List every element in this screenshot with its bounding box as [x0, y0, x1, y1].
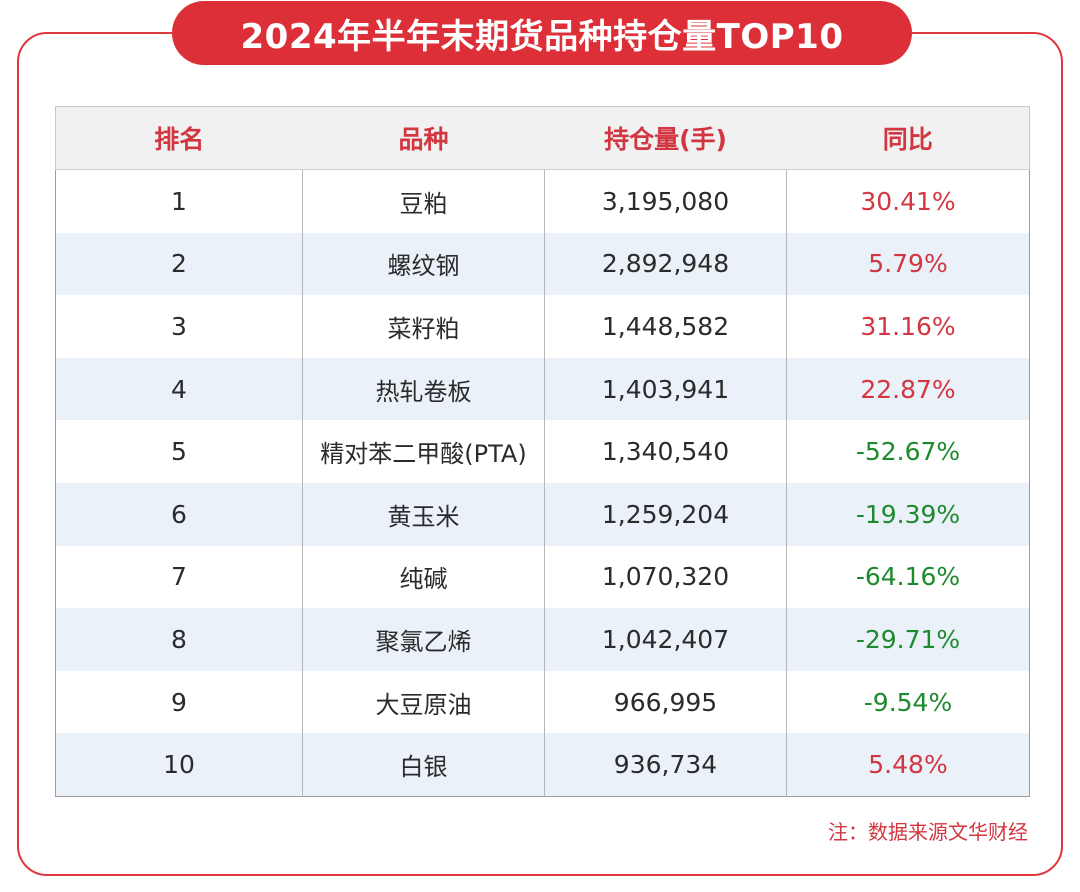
header-yoy: 同比: [786, 106, 1030, 170]
commodity-cell: 精对苯二甲酸(PTA): [302, 420, 545, 483]
open-interest-cell: 1,448,582: [544, 295, 787, 358]
rank-cell: 3: [171, 311, 187, 341]
header-rank: 排名: [55, 106, 303, 170]
table-row: 9 大豆原油 966,995 -9.54%: [56, 670, 1030, 734]
yoy-cell: -9.54%: [786, 670, 1030, 734]
source-note: 注：数据来源文华财经: [828, 820, 1028, 844]
rank-cell: 6: [55, 482, 303, 546]
table-row: 6 黄玉米 1,259,204 -19.39%: [55, 482, 1030, 546]
open-interest-cell: 1,259,204: [544, 482, 787, 546]
commodity-cell: 黄玉米: [302, 482, 545, 546]
open-interest-cell: 3,195,080: [544, 169, 787, 233]
commodity-cell: 热轧卷板: [302, 357, 545, 421]
table-row: 4 热轧卷板 1,403,941 22.87%: [55, 357, 1030, 421]
rank-cell: 8: [55, 608, 303, 671]
commodity-cell: 豆粕: [302, 169, 545, 233]
yoy-cell: 5.48%: [786, 733, 1030, 797]
yoy-cell: -19.39%: [786, 482, 1030, 546]
header-open-interest: 持仓量(手): [544, 106, 787, 170]
rank-cell: 4: [55, 357, 303, 421]
rank-cell: 2: [55, 232, 303, 296]
table-row: 10 白银 936,734 5.48%: [55, 733, 1030, 797]
yoy-cell: -52.67%: [786, 420, 1030, 483]
yoy-cell: 22.87%: [786, 357, 1030, 421]
rank-cell: 7: [171, 562, 187, 592]
table-row: 2 螺纹钢 2,892,948 5.79%: [55, 232, 1030, 296]
rank-cell: 10: [55, 733, 303, 797]
open-interest-cell: 936,734: [544, 733, 787, 797]
commodity-cell: 纯碱: [302, 545, 545, 609]
commodity-cell: 菜籽粕: [302, 295, 545, 358]
open-interest-cell: 966,995: [544, 670, 787, 734]
header-name: 品种: [302, 106, 545, 170]
open-interest-cell: 1,070,320: [544, 545, 787, 609]
commodity-cell: 白银: [302, 733, 545, 797]
open-interest-cell: 2,892,948: [544, 232, 787, 296]
table-row: 8 聚氯乙烯 1,042,407 -29.71%: [55, 608, 1030, 671]
yoy-cell: 30.41%: [786, 169, 1030, 233]
yoy-cell: -29.71%: [786, 608, 1030, 671]
rank-cell: 5: [171, 437, 187, 467]
open-interest-cell: 1,403,941: [544, 357, 787, 421]
table-row: 3 菜籽粕 1,448,582 31.16%: [56, 295, 1030, 358]
table-row: 1 豆粕 3,195,080 30.41%: [56, 169, 1030, 233]
table-row: 7 纯碱 1,070,320 -64.16%: [56, 545, 1030, 609]
open-interest-cell: 1,340,540: [544, 420, 787, 483]
open-interest-cell: 1,042,407: [544, 608, 787, 671]
open-interest-table: 排名 品种 持仓量(手) 同比 1 豆粕 3,195,080 30.41% 2 螺纹钢 2,…: [55, 106, 1030, 797]
chart-title: 2024年半年末期货品种持仓量TOP10: [172, 1, 912, 65]
commodity-cell: 聚氯乙烯: [302, 608, 545, 671]
yoy-cell: 5.79%: [786, 232, 1030, 296]
rank-cell: 9: [171, 687, 187, 717]
commodity-cell: 大豆原油: [302, 670, 545, 734]
table-header-row: 排名 品种 持仓量(手) 同比: [55, 106, 1030, 170]
table-row: 5 精对苯二甲酸(PTA) 1,340,540 -52.67%: [56, 420, 1030, 483]
yoy-cell: 31.16%: [786, 295, 1030, 358]
rank-cell: 1: [171, 186, 187, 216]
commodity-cell: 螺纹钢: [302, 232, 545, 296]
yoy-cell: -64.16%: [786, 545, 1030, 609]
